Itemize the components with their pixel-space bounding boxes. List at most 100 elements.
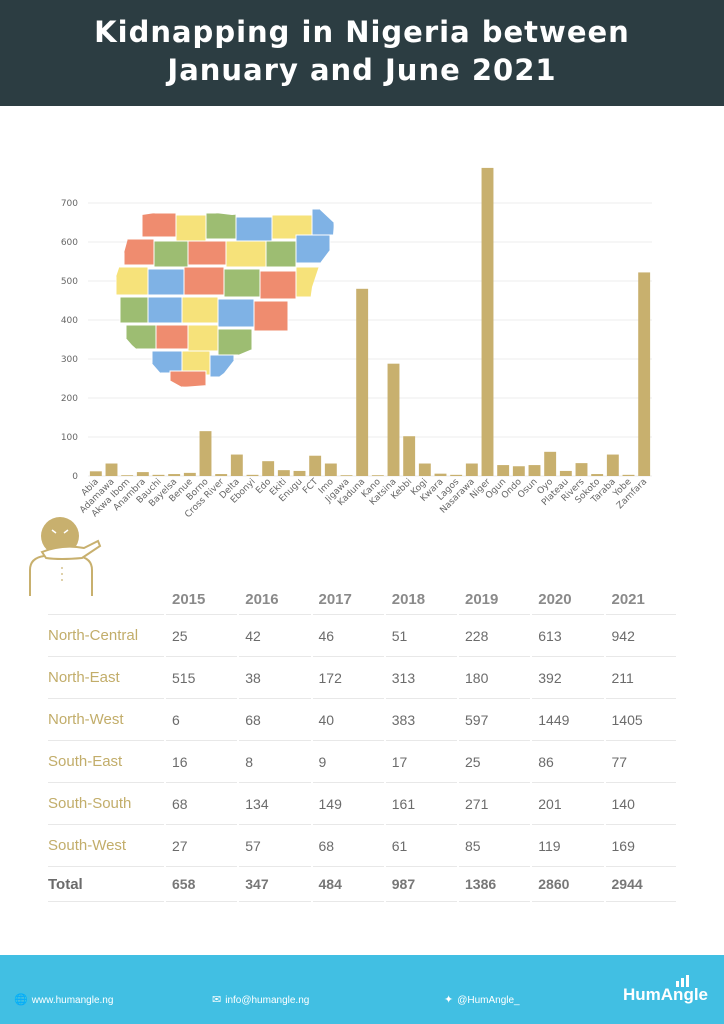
bar-rivers bbox=[575, 463, 588, 476]
bar-enugu bbox=[293, 470, 306, 476]
map-state-kebbi bbox=[175, 214, 207, 242]
bar-lagos bbox=[450, 474, 463, 476]
table-cell: 16 bbox=[163, 740, 239, 783]
map-state-sokoto bbox=[141, 212, 177, 238]
title-line-1: Kidnapping in Nigeria between bbox=[94, 15, 630, 49]
map-state-bauchi bbox=[225, 240, 267, 268]
bar-yobe bbox=[622, 474, 635, 476]
bar-kaduna bbox=[356, 288, 369, 476]
twitter-item[interactable]: ✦ @HumAngle_ bbox=[444, 993, 520, 1006]
bar-abia bbox=[89, 471, 102, 476]
bar-zamfara bbox=[638, 272, 651, 476]
website-link[interactable]: www.humangle.ng bbox=[31, 995, 114, 1006]
map-state-lagos bbox=[187, 324, 219, 352]
total-cell: 987 bbox=[383, 866, 458, 902]
y-tick-label: 500 bbox=[61, 277, 78, 287]
table-cell: 228 bbox=[456, 614, 532, 657]
table-cell: 313 bbox=[383, 656, 458, 699]
mail-icon: ✉ bbox=[212, 994, 222, 1006]
year-header: 2018 bbox=[383, 584, 458, 615]
map-state-kaduna bbox=[187, 240, 227, 266]
bar-edo bbox=[262, 461, 275, 476]
map-state-benue bbox=[119, 296, 149, 324]
map-state-borno bbox=[153, 240, 189, 268]
table-row: South-East 16 8 9 17 25 86 77 bbox=[48, 740, 676, 783]
y-tick-label: 300 bbox=[61, 355, 78, 365]
email-link[interactable]: info@humangle.ng bbox=[225, 995, 310, 1006]
nigeria-map bbox=[115, 208, 334, 387]
bar-oyo bbox=[544, 451, 557, 476]
map-state-ogun bbox=[155, 324, 189, 350]
bar-akwa-ibom bbox=[121, 475, 134, 476]
table-row: North-Central 25 42 46 51 228 613 942 bbox=[48, 614, 676, 657]
brand-logo-text: HumAngle bbox=[623, 985, 708, 1004]
table-cell: 85 bbox=[456, 824, 532, 867]
table-cell: 68 bbox=[163, 782, 239, 825]
table-cell: 68 bbox=[310, 824, 385, 867]
table-cell: 942 bbox=[603, 614, 676, 657]
y-tick-label: 600 bbox=[61, 238, 78, 248]
table-cell: 77 bbox=[603, 740, 676, 783]
bar-ekiti bbox=[277, 470, 290, 476]
total-cell: 347 bbox=[237, 866, 312, 902]
x-tick-label: FCT bbox=[301, 477, 320, 496]
table-row: South-South 68 134 149 161 271 201 140 bbox=[48, 782, 676, 825]
y-tick-label: 400 bbox=[61, 316, 78, 326]
table-row: North-West 6 68 40 383 597 1449 1405 bbox=[48, 698, 676, 741]
bar-jigawa bbox=[340, 475, 353, 476]
year-header: 2021 bbox=[603, 584, 676, 615]
bar-nasarawa bbox=[465, 463, 478, 476]
table-cell: 119 bbox=[530, 824, 605, 867]
table-cell: 149 bbox=[310, 782, 385, 825]
bar-bauchi bbox=[152, 474, 165, 476]
bar-niger bbox=[481, 167, 494, 476]
table-cell: 61 bbox=[383, 824, 458, 867]
map-state-imo bbox=[169, 370, 207, 387]
bar-katsina bbox=[387, 363, 400, 476]
table-cell: 6 bbox=[163, 698, 239, 741]
table-cell: 134 bbox=[237, 782, 312, 825]
website-item[interactable]: 🌐 www.humangle.ng bbox=[14, 993, 113, 1006]
map-state-osun bbox=[181, 296, 219, 324]
table-cell: 9 bbox=[310, 740, 385, 783]
table-cell: 25 bbox=[456, 740, 532, 783]
table-cell: 17 bbox=[383, 740, 458, 783]
total-cell: 658 bbox=[163, 866, 239, 902]
table-corner bbox=[48, 584, 165, 615]
bar-kebbi bbox=[403, 436, 416, 476]
bar-plateau bbox=[559, 470, 572, 476]
table-cell: 172 bbox=[310, 656, 385, 699]
table-cell: 46 bbox=[310, 614, 385, 657]
table-cell: 211 bbox=[603, 656, 676, 699]
table-row: South-West 27 57 68 61 85 119 169 bbox=[48, 824, 676, 867]
signal-bars-icon bbox=[676, 975, 689, 987]
table-cell: 27 bbox=[163, 824, 239, 867]
kidnapping-table: 2015 2016 2017 2018 2019 2020 2021 North… bbox=[48, 584, 676, 902]
table-cell: 515 bbox=[163, 656, 239, 699]
table-cell: 180 bbox=[456, 656, 532, 699]
table-row: North-East 515 38 172 313 180 392 211 bbox=[48, 656, 676, 699]
table-cell: 68 bbox=[237, 698, 312, 741]
map-state-edo bbox=[125, 324, 157, 350]
total-cell: 1386 bbox=[456, 866, 532, 902]
map-state-gombe bbox=[265, 240, 297, 268]
bar-ebonyi bbox=[246, 474, 259, 476]
bar-fct bbox=[309, 455, 322, 476]
map-state-kogi bbox=[147, 268, 185, 296]
table-cell: 201 bbox=[530, 782, 605, 825]
table-cell: 38 bbox=[237, 656, 312, 699]
table-cell: 57 bbox=[237, 824, 312, 867]
map-state-oyo bbox=[147, 296, 183, 324]
email-item[interactable]: ✉ info@humangle.ng bbox=[212, 993, 309, 1006]
bar-imo bbox=[324, 463, 337, 476]
bar-osun bbox=[528, 465, 541, 476]
table-cell: 597 bbox=[456, 698, 532, 741]
bar-ondo bbox=[512, 466, 525, 476]
twitter-handle[interactable]: @HumAngle_ bbox=[457, 995, 520, 1006]
header-banner: Kidnapping in Nigeria between January an… bbox=[0, 0, 724, 106]
region-label: North-Central bbox=[48, 614, 165, 657]
table-cell: 1405 bbox=[603, 698, 676, 741]
person-illustration bbox=[29, 517, 102, 596]
bar-bayelsa bbox=[168, 474, 181, 476]
table-cell: 40 bbox=[310, 698, 385, 741]
